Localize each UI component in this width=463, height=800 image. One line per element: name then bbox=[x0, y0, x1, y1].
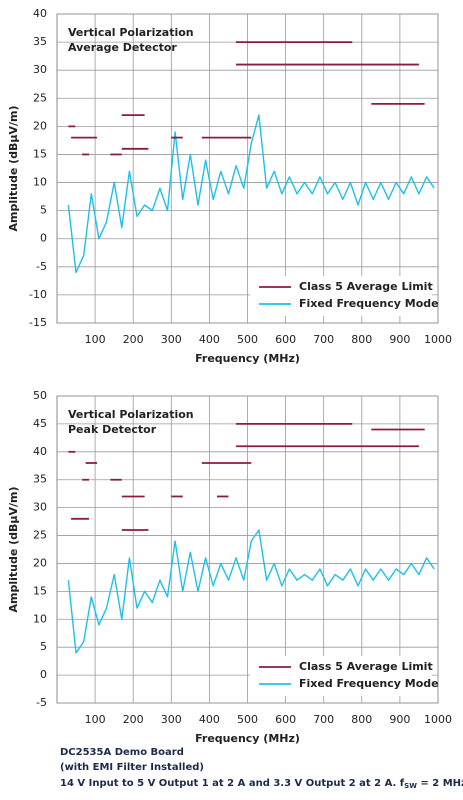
footnote: (with EMI Filter Installed) bbox=[60, 762, 204, 773]
x-tick-label: 900 bbox=[389, 713, 410, 726]
annotation: Vertical Polarization bbox=[68, 408, 194, 421]
y-tick-label: -5 bbox=[36, 260, 47, 273]
y-tick-label: 25 bbox=[33, 91, 47, 104]
annotation: Vertical Polarization bbox=[68, 26, 194, 39]
y-tick-label: 50 bbox=[33, 389, 47, 402]
x-tick-label: 200 bbox=[123, 713, 144, 726]
legend-label: Fixed Frequency Mode bbox=[299, 297, 439, 310]
y-tick-label: -15 bbox=[29, 316, 47, 329]
y-axis-label: Amplitude (dBµV/m) bbox=[7, 486, 20, 612]
x-axis-label: Frequency (MHz) bbox=[195, 352, 300, 365]
footnote-text: 14 V Input to 5 V Output 1 at 2 A and 3.… bbox=[60, 778, 405, 789]
x-tick-label: 400 bbox=[199, 333, 220, 346]
footnote-sub: SW bbox=[404, 782, 417, 790]
x-tick-label: 200 bbox=[123, 333, 144, 346]
y-tick-label: 40 bbox=[33, 445, 47, 458]
y-tick-label: 5 bbox=[40, 204, 47, 217]
x-tick-label: 100 bbox=[85, 713, 106, 726]
x-tick-label: 700 bbox=[313, 713, 334, 726]
trace bbox=[67, 529, 435, 654]
annotation: Average Detector bbox=[68, 41, 177, 54]
footnote: DC2535A Demo Board bbox=[60, 747, 184, 758]
x-tick-label: 100 bbox=[85, 333, 106, 346]
x-tick-label: 600 bbox=[275, 333, 296, 346]
footnote-tail: = 2 MHz bbox=[417, 778, 463, 789]
legend-box bbox=[250, 276, 432, 316]
y-tick-label: 20 bbox=[33, 556, 47, 569]
x-tick-label: 500 bbox=[237, 713, 258, 726]
y-tick-label: 35 bbox=[33, 473, 47, 486]
y-tick-label: 30 bbox=[33, 63, 47, 76]
x-tick-label: 300 bbox=[161, 713, 182, 726]
y-tick-label: 0 bbox=[40, 232, 47, 245]
x-tick-label: 300 bbox=[161, 333, 182, 346]
y-tick-label: -5 bbox=[36, 696, 47, 709]
x-tick-label: 800 bbox=[351, 333, 372, 346]
y-tick-label: 0 bbox=[40, 668, 47, 681]
trace bbox=[67, 114, 435, 274]
y-axis-label: Amplitude (dBµV/m) bbox=[7, 105, 20, 231]
legend-box bbox=[250, 656, 432, 696]
y-tick-label: 30 bbox=[33, 501, 47, 514]
y-tick-label: 15 bbox=[33, 147, 47, 160]
y-tick-label: 5 bbox=[40, 640, 47, 653]
y-tick-label: 20 bbox=[33, 119, 47, 132]
y-tick-label: 40 bbox=[33, 7, 47, 20]
y-tick-label: 10 bbox=[33, 176, 47, 189]
x-tick-label: 700 bbox=[313, 333, 334, 346]
y-tick-label: 35 bbox=[33, 35, 47, 48]
x-tick-label: 800 bbox=[351, 713, 372, 726]
footnote: 14 V Input to 5 V Output 1 at 2 A and 3.… bbox=[60, 778, 463, 790]
legend-label: Class 5 Average Limit bbox=[299, 280, 433, 293]
y-tick-label: 25 bbox=[33, 529, 47, 542]
y-tick-label: -10 bbox=[29, 288, 47, 301]
x-axis-label: Frequency (MHz) bbox=[195, 732, 300, 745]
annotation: Peak Detector bbox=[68, 423, 157, 436]
y-tick-label: 15 bbox=[33, 584, 47, 597]
x-tick-label: 400 bbox=[199, 713, 220, 726]
x-tick-label: 1000 bbox=[424, 713, 452, 726]
y-tick-label: 45 bbox=[33, 417, 47, 430]
y-tick-label: 10 bbox=[33, 612, 47, 625]
x-tick-label: 1000 bbox=[424, 333, 452, 346]
x-tick-label: 600 bbox=[275, 713, 296, 726]
x-tick-label: 900 bbox=[389, 333, 410, 346]
legend-label: Class 5 Average Limit bbox=[299, 660, 433, 673]
x-tick-label: 500 bbox=[237, 333, 258, 346]
legend-label: Fixed Frequency Mode bbox=[299, 677, 439, 690]
